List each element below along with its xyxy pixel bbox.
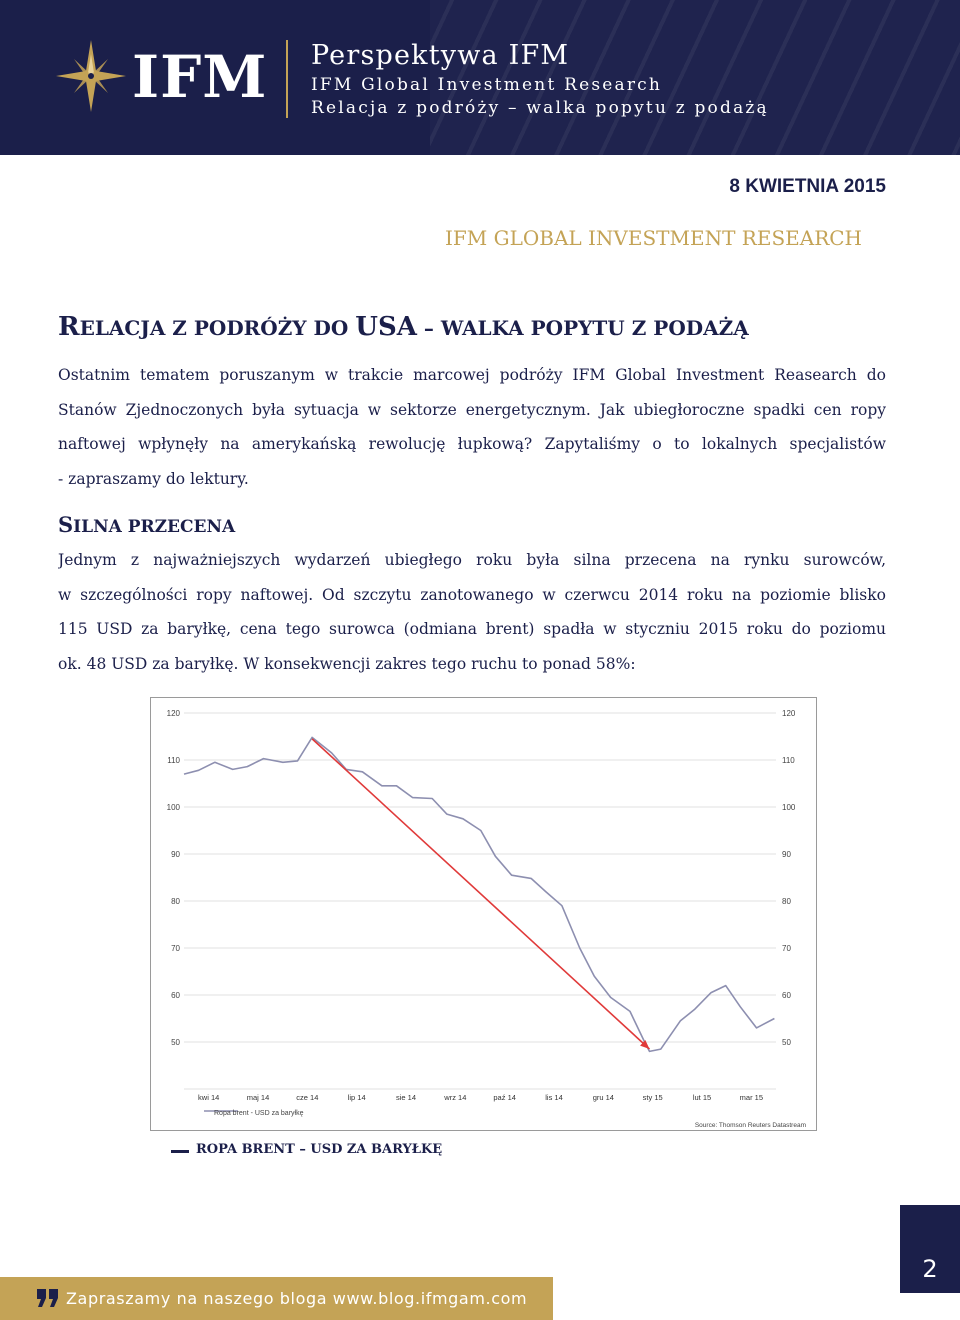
legend-label: Ropa brent - USD za baryłkę (214, 1110, 304, 1117)
header-background-pattern (430, 0, 960, 155)
section-heading: SILNA PRZECENA (58, 512, 235, 537)
page-header: IFM Perspektywa IFM IFM Global Investmen… (0, 0, 960, 155)
series-line (183, 736, 775, 1053)
compass-star-icon (56, 40, 126, 112)
y-tick-label: 60 (171, 991, 180, 1000)
x-tick-label: paź 14 (493, 1093, 516, 1102)
title-usa: USA (355, 312, 417, 342)
research-label: IFM GLOBAL INVESTMENT RESEARCH (444, 226, 862, 250)
x-tick-label: wrz 14 (443, 1093, 466, 1102)
paragraph-line: 115 USD za baryłkę, cena tego surowca (o… (58, 620, 886, 638)
y-tick-label: 70 (171, 944, 180, 953)
x-tick-label: lip 14 (348, 1093, 366, 1102)
header-subtitle: IFM Global Investment Research (311, 75, 663, 95)
y-tick-label: 70 (782, 944, 791, 953)
y-tick-label: 50 (171, 1038, 180, 1047)
x-tick-label: maj 14 (247, 1093, 270, 1102)
y-tick-label: 120 (167, 709, 181, 718)
y-tick-label: 60 (782, 991, 791, 1000)
quote-icon (37, 1289, 58, 1307)
header-divider (286, 40, 288, 118)
body-paragraph: Jednym z najważniejszych wydarzeń ubiegł… (58, 543, 886, 681)
x-tick-label: lis 14 (545, 1093, 563, 1102)
y-tick-label: 90 (782, 850, 791, 859)
paragraph-line: ok. 48 USD za baryłkę. W konsekwencji za… (58, 654, 636, 673)
trend-arrowhead (640, 1039, 650, 1050)
y-tick-label: 100 (782, 803, 796, 812)
y-tick-label: 80 (171, 897, 180, 906)
title-initial: R (58, 312, 80, 342)
section-text: ILNA PRZECENA (73, 517, 236, 537)
x-tick-label: cze 14 (296, 1093, 318, 1102)
header-subtitle-report: Relacja z podróży – walka popytu z podaż… (311, 98, 769, 118)
paragraph-line: Stanów Zjednoczonych była sytuacja w sek… (58, 400, 886, 419)
title-text: ELACJA Z PODRÓŻY DO (79, 316, 356, 340)
title-tail: – WALKA POPYTU Z PODAŻĄ (416, 316, 749, 340)
x-tick-label: gru 14 (593, 1093, 614, 1102)
footer-bar (0, 1277, 553, 1320)
page-number: 2 (922, 1255, 938, 1283)
paragraph-line: - zapraszamy do lektury. (58, 469, 249, 488)
chart-source: Source: Thomson Reuters Datastream (695, 1122, 806, 1129)
logo-text: IFM (132, 43, 268, 111)
caption-marker (171, 1150, 189, 1153)
x-tick-label: kwi 14 (198, 1093, 219, 1102)
article-title: RELACJA Z PODRÓŻY DO USA – WALKA POPYTU … (58, 312, 749, 342)
trend-line (311, 738, 651, 1050)
y-tick-label: 120 (782, 709, 796, 718)
y-tick-label: 100 (167, 803, 181, 812)
chart-caption: ROPA BRENT – USD ZA BARYŁKĘ (196, 1142, 443, 1157)
y-tick-label: 90 (171, 850, 180, 859)
y-tick-label: 80 (782, 897, 791, 906)
x-tick-label: sty 15 (643, 1093, 663, 1102)
report-date: 8 KWIETNIA 2015 (729, 176, 886, 197)
x-tick-label: sie 14 (396, 1093, 416, 1102)
x-tick-label: lut 15 (693, 1093, 711, 1102)
footer-blog-link[interactable]: Zapraszamy na naszego bloga www.blog.ifm… (66, 1289, 528, 1308)
paragraph-line: Ostatnim tematem poruszanym w trakcie ma… (58, 366, 886, 384)
paragraph-line: w szczególności ropy naftowej. Od szczyt… (58, 585, 886, 604)
intro-paragraph: Ostatnim tematem poruszanym w trakcie ma… (58, 358, 886, 496)
page-number-box: 2 (900, 1205, 960, 1293)
y-tick-label: 110 (782, 756, 795, 765)
section-initial: S (58, 512, 74, 537)
y-tick-label: 50 (782, 1038, 791, 1047)
paragraph-line: naftowej wpłynęły na amerykańską rewoluc… (58, 435, 886, 453)
x-tick-label: mar 15 (740, 1093, 763, 1102)
chart-frame (150, 697, 817, 1131)
y-tick-label: 110 (167, 756, 180, 765)
paragraph-line: Jednym z najważniejszych wydarzeń ubiegł… (58, 551, 886, 569)
header-title: Perspektywa IFM (311, 40, 570, 71)
